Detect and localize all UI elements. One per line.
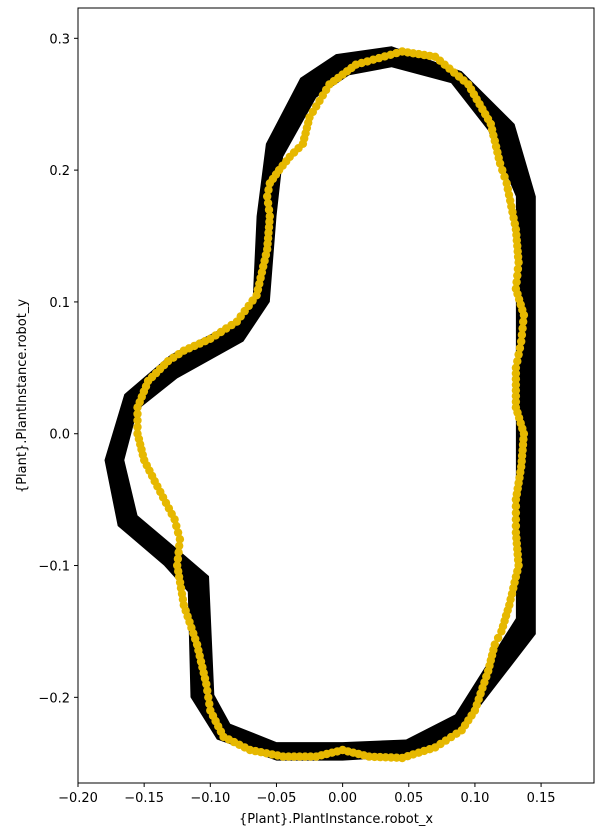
data-point xyxy=(497,627,506,636)
data-point xyxy=(203,686,212,695)
data-point xyxy=(519,317,528,326)
data-point xyxy=(133,422,142,432)
x-tick-label: 0.15 xyxy=(527,791,556,806)
x-axis-label: {Plant}.PlantInstance.robot_x xyxy=(239,812,433,827)
data-point xyxy=(206,706,215,715)
data-point xyxy=(175,535,185,544)
x-tick-label: −0.05 xyxy=(257,791,297,806)
data-point xyxy=(513,271,522,280)
data-point xyxy=(173,561,182,570)
data-point xyxy=(493,633,503,643)
data-point xyxy=(514,258,523,267)
x-tick-label: 0.05 xyxy=(394,791,423,806)
plot-frame xyxy=(77,7,595,784)
y-tick-label: −0.1 xyxy=(38,560,70,575)
y-tick-label: 0.0 xyxy=(49,428,70,443)
x-tick-label: −0.20 xyxy=(58,791,98,806)
data-point xyxy=(173,528,183,537)
y-tick-label: 0.1 xyxy=(49,296,70,311)
data-point xyxy=(133,416,142,425)
y-axis: −0.2 −0.1 0.0 0.1 0.2 0.3 xyxy=(38,32,78,706)
data-point xyxy=(518,324,527,333)
data-point xyxy=(517,337,526,346)
data-point xyxy=(173,554,183,564)
x-tick-label: 0.10 xyxy=(460,791,489,806)
track-layer xyxy=(104,46,536,761)
data-point xyxy=(511,502,521,511)
data-point xyxy=(511,508,521,517)
data-point xyxy=(515,343,525,353)
data-point xyxy=(265,212,274,221)
y-tick-label: 0.2 xyxy=(49,164,70,179)
track-band xyxy=(104,46,536,761)
data-point xyxy=(264,205,274,214)
data-point xyxy=(519,310,529,320)
data-point xyxy=(511,495,521,504)
x-tick-label: −0.15 xyxy=(124,791,164,806)
x-tick-label: −0.10 xyxy=(190,791,230,806)
data-point xyxy=(263,192,272,201)
data-point xyxy=(517,330,527,340)
data-point xyxy=(172,521,181,531)
data-point xyxy=(511,515,521,524)
points-layer xyxy=(133,47,529,763)
y-axis-label: {Plant}.PlantInstance.robot_y xyxy=(15,299,30,493)
y-tick-label: −0.2 xyxy=(38,691,70,706)
data-point xyxy=(392,48,401,58)
data-point xyxy=(264,185,273,195)
data-point xyxy=(513,264,523,274)
data-point xyxy=(514,350,523,359)
data-point xyxy=(133,429,142,438)
x-axis: −0.20 −0.15 −0.10 −0.05 0.00 0.05 0.10 0.15 xyxy=(58,783,556,806)
data-point xyxy=(500,172,509,181)
data-point xyxy=(175,541,184,550)
x-tick-label: 0.00 xyxy=(328,791,357,806)
data-point xyxy=(133,409,142,419)
data-point xyxy=(511,521,521,531)
data-point xyxy=(513,357,522,366)
data-point xyxy=(204,693,213,702)
data-point xyxy=(498,165,507,175)
data-point xyxy=(263,198,273,208)
data-point xyxy=(205,699,214,709)
data-point xyxy=(512,277,521,287)
data-point xyxy=(495,159,505,168)
data-point xyxy=(174,548,183,557)
y-tick-label: 0.3 xyxy=(49,32,70,47)
